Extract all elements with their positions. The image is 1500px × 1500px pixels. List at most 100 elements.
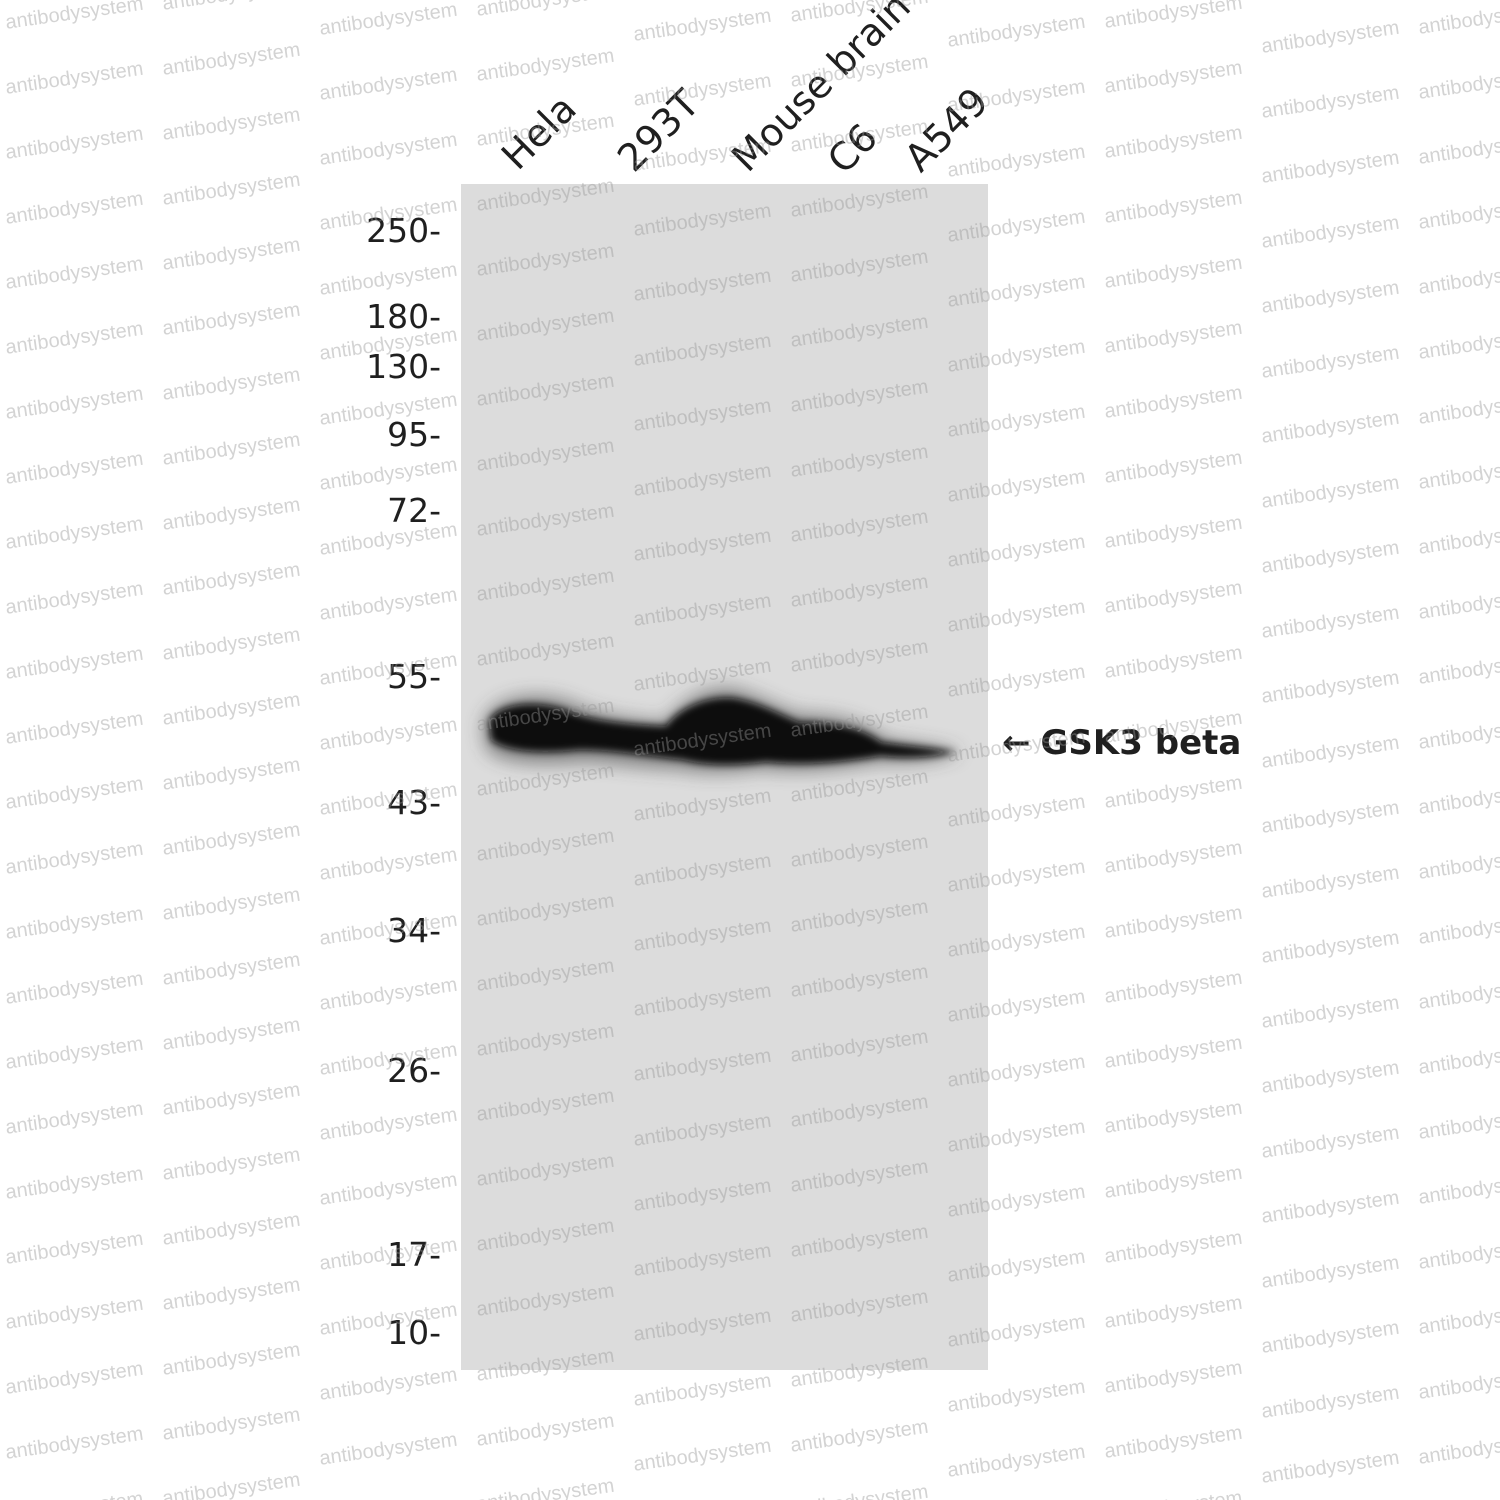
watermark-text: antibodysystem [161,883,302,925]
lane-label-a549: A549 [896,79,997,181]
watermark-text: antibodysystem [1260,537,1401,579]
watermark-text: antibodysystem [1417,908,1500,950]
watermark-text: antibodysystem [161,623,302,665]
lane-label-293t: 293T [609,81,708,181]
watermark-text: antibodysystem [161,1208,302,1250]
lane-label-hela: Hela [493,86,585,179]
watermark-text: antibodysystem [1103,252,1244,294]
watermark-text: antibodysystem [1417,1038,1500,1080]
watermark-text: antibodysystem [4,837,145,879]
watermark-text: antibodysystem [1417,1103,1500,1145]
watermark-text: antibodysystem [1417,1233,1500,1275]
watermark-text: antibodysystem [1417,1168,1500,1210]
watermark-text: antibodysystem [4,1422,145,1464]
blot-membrane [461,184,988,1370]
watermark-text: antibodysystem [1103,1357,1244,1399]
watermark-text: antibodysystem [161,688,302,730]
watermark-text: antibodysystem [1417,778,1500,820]
watermark-text: antibodysystem [318,1363,459,1405]
watermark-text: antibodysystem [161,168,302,210]
mw-marker-130: 130- [366,347,441,386]
watermark-text: antibodysystem [1260,927,1401,969]
watermark-text: antibodysystem [4,382,145,424]
mw-marker-95: 95- [387,415,441,454]
watermark-text: antibodysystem [1417,258,1500,300]
watermark-text: antibodysystem [161,948,302,990]
watermark-text: antibodysystem [1103,1097,1244,1139]
watermark-text: antibodysystem [632,4,773,46]
watermark-text: antibodysystem [318,1168,459,1210]
watermark-text: antibodysystem [4,187,145,229]
watermark-text: antibodysystem [161,428,302,470]
watermark-text: antibodysystem [1103,187,1244,229]
watermark-text: antibodysystem [1417,453,1500,495]
watermark-text: antibodysystem [161,1468,302,1500]
watermark-text: antibodysystem [1417,128,1500,170]
watermark-text: antibodysystem [1260,407,1401,449]
mw-marker-55: 55- [387,657,441,696]
watermark-text: antibodysystem [1103,1032,1244,1074]
watermark-text: antibodysystem [1260,1382,1401,1424]
watermark-text: antibodysystem [318,1103,459,1145]
watermark-text: antibodysystem [4,512,145,554]
watermark-text: antibodysystem [1103,122,1244,164]
watermark-text: antibodysystem [1260,1317,1401,1359]
watermark-text: antibodysystem [4,577,145,619]
watermark-text: antibodysystem [318,583,459,625]
watermark-text: antibodysystem [475,1474,616,1500]
watermark-text: antibodysystem [1260,17,1401,59]
watermark-text: antibodysystem [4,122,145,164]
watermark-text: antibodysystem [1103,577,1244,619]
watermark-text: antibodysystem [318,973,459,1015]
watermark-text: antibodysystem [1417,323,1500,365]
watermark-text: antibodysystem [1103,1487,1244,1500]
watermark-text: antibodysystem [1103,1227,1244,1269]
watermark-text: antibodysystem [4,1488,145,1500]
watermark-text: antibodysystem [1103,447,1244,489]
watermark-text: antibodysystem [318,1494,459,1500]
watermark-text: antibodysystem [161,558,302,600]
watermark-text: antibodysystem [161,363,302,405]
mw-marker-72: 72- [387,491,441,530]
watermark-text: antibodysystem [1260,732,1401,774]
watermark-text: antibodysystem [1260,667,1401,709]
watermark-text: antibodysystem [1103,1162,1244,1204]
watermark-text: antibodysystem [1260,1252,1401,1294]
watermark-text: antibodysystem [1417,843,1500,885]
watermark-text: antibodysystem [1417,1493,1500,1500]
watermark-text: antibodysystem [318,843,459,885]
watermark-text: antibodysystem [1260,602,1401,644]
watermark-text: antibodysystem [789,1481,930,1500]
watermark-text: antibodysystem [1103,1422,1244,1464]
target-protein-label: GSK3 beta [1040,723,1242,763]
watermark-text: antibodysystem [4,772,145,814]
left-arrow-icon: ← [1002,723,1031,763]
watermark-text: antibodysystem [161,1273,302,1315]
watermark-text: antibodysystem [1260,1187,1401,1229]
watermark-text: antibodysystem [161,1078,302,1120]
band-gsk3-beta [489,697,957,765]
protein-bands [483,688,961,773]
watermark-text: antibodysystem [161,818,302,860]
mw-marker-34: 34- [387,911,441,950]
watermark-text: antibodysystem [946,1441,1087,1483]
watermark-text: antibodysystem [318,453,459,495]
watermark-text: antibodysystem [161,1013,302,1055]
watermark-text: antibodysystem [4,1162,145,1204]
watermark-text: antibodysystem [1260,1447,1401,1489]
watermark-text: antibodysystem [1417,1363,1500,1405]
watermark-text: antibodysystem [4,0,145,34]
watermark-text: antibodysystem [161,0,302,16]
watermark-text: antibodysystem [1417,1298,1500,1340]
watermark-text: antibodysystem [4,642,145,684]
watermark-text: antibodysystem [1103,772,1244,814]
watermark-text: antibodysystem [475,1409,616,1451]
target-annotation: ← GSK3 beta [1002,726,1241,760]
watermark-text: antibodysystem [1417,63,1500,105]
watermark-text: antibodysystem [946,1376,1087,1418]
watermark-text: antibodysystem [318,713,459,755]
watermark-text: antibodysystem [1260,862,1401,904]
watermark-text: antibodysystem [1260,1122,1401,1164]
watermark-text: antibodysystem [946,11,1087,53]
watermark-text: antibodysystem [1260,212,1401,254]
